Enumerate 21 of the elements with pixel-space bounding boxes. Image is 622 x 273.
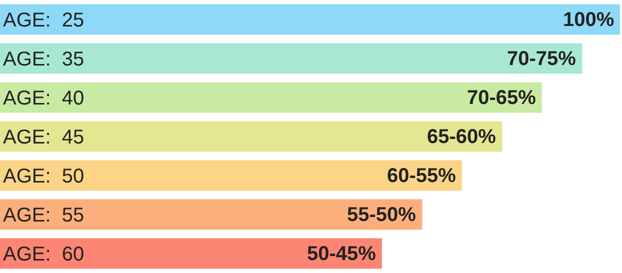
annotation: 50-45%: [307, 243, 376, 265]
annotation: 100%: [563, 9, 614, 31]
annotation: 65-60%: [427, 126, 496, 148]
bar: [0, 238, 382, 269]
bar: [0, 160, 462, 191]
annotation: 70-75%: [507, 48, 576, 70]
bar: [0, 4, 620, 35]
y-tick-label: AGE: 45: [3, 126, 84, 148]
bar: [0, 199, 422, 230]
y-tick-label: AGE: 50: [3, 166, 84, 188]
y-tick-label: AGE: 25: [3, 10, 84, 32]
bar: [0, 82, 542, 113]
y-tick-label: AGE: 40: [3, 88, 84, 110]
annotation: 60-55%: [387, 165, 456, 187]
annotation: 70-65%: [467, 87, 536, 109]
y-tick-label: AGE: 35: [3, 48, 84, 70]
y-tick-label: AGE: 55: [3, 204, 84, 226]
y-tick-label: AGE: 60: [3, 244, 84, 266]
bar: [0, 43, 582, 74]
bar: [0, 121, 502, 152]
annotation: 55-50%: [347, 204, 416, 226]
